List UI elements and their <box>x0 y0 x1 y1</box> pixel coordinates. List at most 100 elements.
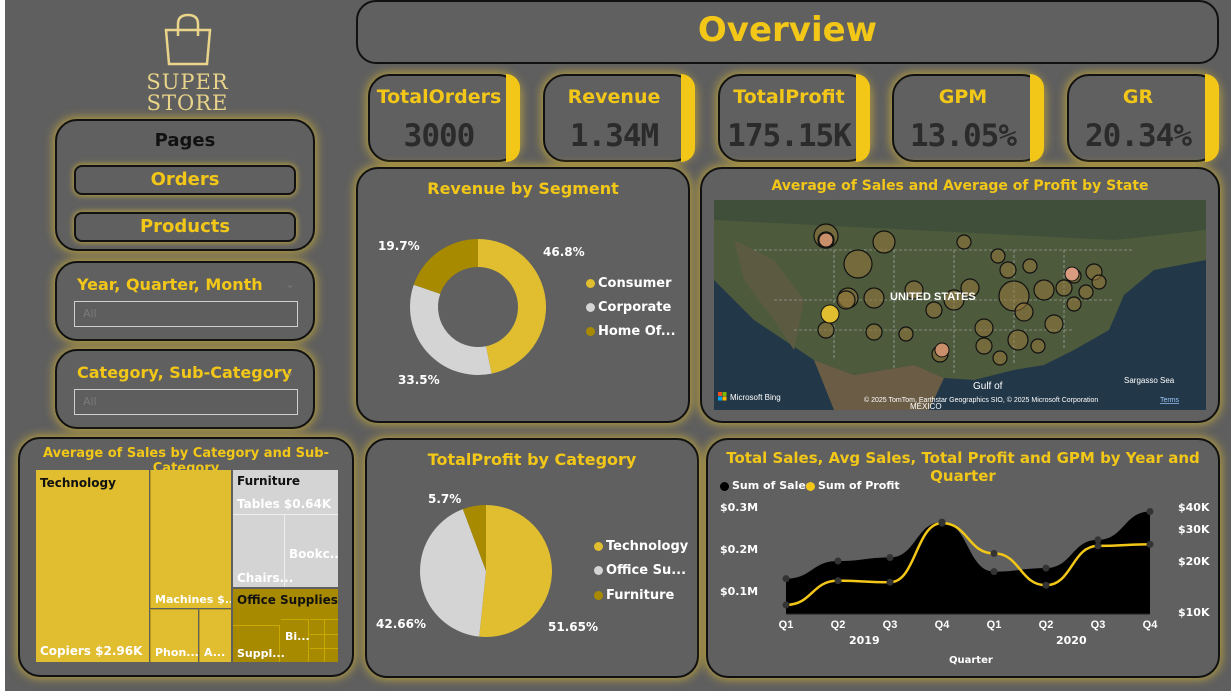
kpi-gr[interactable]: GR 20.34% <box>1067 74 1219 162</box>
state-bubble[interactable] <box>960 278 980 298</box>
state-bubble[interactable] <box>974 318 994 338</box>
sales-profit-map-card[interactable]: Average of Sales and Average of Profit b… <box>700 167 1220 423</box>
profit-point[interactable] <box>782 601 790 609</box>
state-bubble[interactable] <box>1033 279 1055 301</box>
donut-slice-home-office[interactable] <box>413 239 478 294</box>
sales-point[interactable] <box>1042 564 1050 572</box>
profit-point[interactable] <box>1094 542 1102 550</box>
orders-page-button[interactable]: Orders <box>74 165 296 195</box>
legend-home-office[interactable]: Home Of... <box>586 324 676 339</box>
sales-point[interactable] <box>886 553 894 561</box>
state-bubble-highlight[interactable] <box>1064 266 1080 282</box>
x-tick-label: Q3 <box>883 619 898 631</box>
map-terms-link[interactable]: Terms <box>1160 397 1180 404</box>
segment-donut[interactable] <box>388 221 588 421</box>
treemap-phones[interactable]: Phon... <box>150 609 198 662</box>
treemap-area[interactable]: Technology Copiers $2.96K Machines $... … <box>36 470 338 662</box>
sales-profit-trend-card[interactable]: Total Sales, Avg Sales, Total Profit and… <box>706 438 1220 678</box>
state-bubble[interactable] <box>817 321 835 339</box>
profit-line[interactable] <box>785 521 1151 607</box>
state-bubble[interactable] <box>1007 329 1029 351</box>
state-bubble-highlight[interactable] <box>818 232 834 248</box>
state-bubble[interactable] <box>1078 284 1094 300</box>
kpi-total-profit[interactable]: TotalProfit 175.15K <box>718 74 870 162</box>
profit-point[interactable] <box>990 549 998 557</box>
state-bubble[interactable] <box>992 350 1008 366</box>
state-bubble[interactable] <box>990 248 1006 264</box>
state-bubble[interactable] <box>1091 274 1107 290</box>
state-bubble[interactable] <box>836 290 856 310</box>
treemap-technology[interactable]: Technology Copiers $2.96K <box>36 470 149 662</box>
state-bubble[interactable] <box>1030 338 1046 354</box>
profit-point[interactable] <box>886 578 894 586</box>
treemap-accessories[interactable]: A... <box>199 609 231 662</box>
state-bubble[interactable] <box>898 326 914 342</box>
profit-point[interactable] <box>834 577 842 585</box>
combo-chart-plot[interactable]: Q1 Q2 Q3 Q4 Q1 Q2 Q3 Q4 <box>708 440 1218 676</box>
sales-point[interactable] <box>990 568 998 576</box>
profit-point[interactable] <box>938 519 946 527</box>
state-bubble[interactable] <box>975 337 993 355</box>
state-bubble[interactable] <box>956 234 972 250</box>
x-tick-label: Q1 <box>779 619 794 631</box>
kpi-total-orders[interactable]: TotalOrders 3000 <box>368 74 520 162</box>
state-bubble[interactable] <box>943 289 965 311</box>
state-bubble-highlight[interactable] <box>820 304 840 324</box>
pie-slice-office-supplies[interactable] <box>420 509 486 637</box>
treemap-small-cells[interactable] <box>310 619 338 662</box>
pie-slice-technology[interactable] <box>479 505 552 637</box>
treemap-office-supplies[interactable]: Office Supplies Suppl... Bi... <box>233 589 338 662</box>
state-bubble[interactable] <box>1014 302 1034 322</box>
profit-by-category-card[interactable]: TotalProfit by Category 5.7% 42.66% 51.6… <box>365 438 699 678</box>
state-bubble[interactable] <box>925 301 943 319</box>
state-bubble[interactable] <box>863 287 885 309</box>
sales-point[interactable] <box>782 575 790 583</box>
treemap-card[interactable]: Average of Sales by Category and Sub-Cat… <box>18 437 354 677</box>
legend-office-supplies[interactable]: Office Su... <box>594 563 686 578</box>
treemap-supplies[interactable]: Suppl... <box>233 625 285 662</box>
donut-slice-consumer[interactable] <box>478 239 546 374</box>
sales-area[interactable] <box>786 511 1150 614</box>
state-bubble[interactable] <box>1055 279 1073 297</box>
profit-point[interactable] <box>1146 540 1154 548</box>
sales-point[interactable] <box>834 557 842 565</box>
state-bubble[interactable] <box>904 280 924 300</box>
legend-sum-of-profit[interactable]: Sum of Profit <box>806 479 900 492</box>
category-slicer-dropdown[interactable]: All <box>74 389 298 415</box>
state-bubble[interactable] <box>1022 258 1038 274</box>
state-bubble-highlight[interactable] <box>934 342 950 358</box>
map-graphic[interactable]: UNITED STATES Gulf of MÉXICO Sargasso Se… <box>714 200 1206 410</box>
donut-slice-corporate[interactable] <box>410 284 492 375</box>
state-bubble[interactable] <box>1044 314 1064 334</box>
kpi-gpm[interactable]: GPM 13.05% <box>892 74 1044 162</box>
legend-technology[interactable]: Technology <box>594 539 688 554</box>
state-bubble[interactable] <box>865 323 883 341</box>
legend-consumer[interactable]: Consumer <box>586 276 672 291</box>
revenue-by-segment-card[interactable]: Revenue by Segment 46.8% 33.5% 19.7% Con… <box>356 167 690 423</box>
sales-point[interactable] <box>1094 536 1102 544</box>
legend-sum-of-sales[interactable]: Sum of Sales <box>720 479 812 492</box>
logo-line-1: SUPER <box>146 70 229 94</box>
sales-point[interactable] <box>1146 508 1154 516</box>
products-page-button[interactable]: Products <box>74 212 296 242</box>
treemap-bookcases[interactable]: Bookc... <box>285 514 338 569</box>
kpi-revenue[interactable]: Revenue 1.34M <box>543 74 695 162</box>
state-bubble[interactable] <box>872 230 896 254</box>
treemap-label: A... <box>204 646 226 659</box>
treemap-machines[interactable]: Machines $... <box>150 470 231 608</box>
state-bubble[interactable] <box>1066 296 1082 312</box>
map-canvas[interactable]: UNITED STATES Gulf of MÉXICO Sargasso Se… <box>714 200 1206 410</box>
profit-pie[interactable] <box>418 503 554 639</box>
treemap-furniture[interactable]: Furniture Tables $0.64K Chairs... Bookc.… <box>233 470 338 587</box>
state-bubble[interactable] <box>843 249 873 279</box>
legend-furniture[interactable]: Furniture <box>594 588 674 603</box>
date-slicer-dropdown[interactable]: All <box>74 301 298 327</box>
legend-corporate[interactable]: Corporate <box>586 300 671 315</box>
pie-slice-furniture[interactable] <box>462 505 486 571</box>
chevron-down-icon[interactable]: ⌄ <box>284 365 295 379</box>
treemap-binders[interactable]: Bi... <box>281 619 310 662</box>
state-bubble[interactable] <box>999 261 1017 279</box>
treemap-chairs[interactable]: Chairs... <box>233 514 293 587</box>
chevron-down-icon[interactable]: ⌄ <box>284 277 295 291</box>
profit-point[interactable] <box>1042 581 1050 589</box>
